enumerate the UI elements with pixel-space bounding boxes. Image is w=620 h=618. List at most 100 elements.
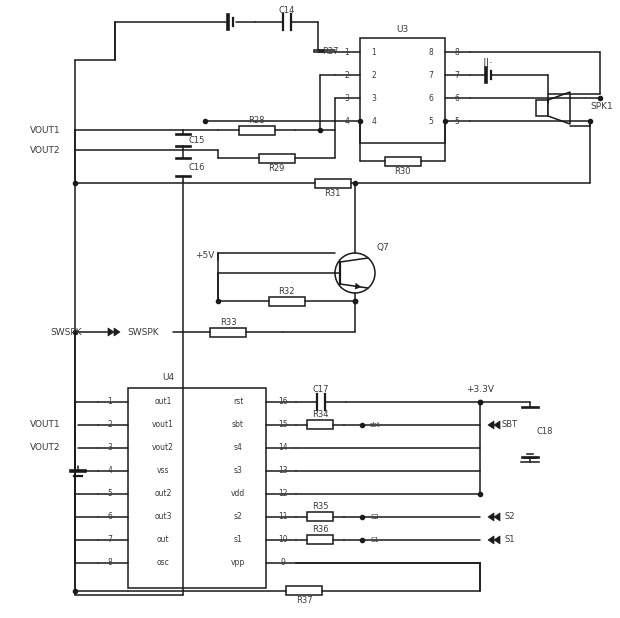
Text: 5: 5 xyxy=(428,117,433,125)
Text: SPK1: SPK1 xyxy=(590,101,613,111)
Polygon shape xyxy=(488,513,494,521)
Polygon shape xyxy=(494,421,500,429)
Text: 3: 3 xyxy=(371,93,376,103)
Bar xyxy=(307,535,333,544)
Text: 1: 1 xyxy=(371,48,376,56)
Text: 1: 1 xyxy=(108,397,112,407)
Text: 3: 3 xyxy=(107,444,112,452)
Text: R31: R31 xyxy=(324,188,341,198)
Polygon shape xyxy=(494,536,500,544)
Text: vdd: vdd xyxy=(231,489,245,499)
Text: S2: S2 xyxy=(370,514,379,520)
Bar xyxy=(536,100,548,116)
Bar xyxy=(259,153,294,163)
Text: +5V: +5V xyxy=(195,250,215,260)
Text: 7: 7 xyxy=(428,70,433,80)
Text: 8: 8 xyxy=(428,48,433,56)
Text: out2: out2 xyxy=(154,489,172,499)
Text: 3: 3 xyxy=(345,93,350,103)
Text: 2: 2 xyxy=(371,70,376,80)
Text: R37: R37 xyxy=(296,596,312,606)
Text: 6: 6 xyxy=(107,512,112,522)
Polygon shape xyxy=(108,328,114,336)
Text: 4: 4 xyxy=(345,117,350,125)
Text: VOUT2: VOUT2 xyxy=(30,145,61,154)
Text: sbt: sbt xyxy=(370,422,381,428)
Text: 4: 4 xyxy=(371,117,376,125)
Text: SWSPK: SWSPK xyxy=(127,328,159,336)
Text: s1: s1 xyxy=(234,535,242,544)
Bar xyxy=(307,512,333,522)
Bar xyxy=(268,297,304,305)
Text: osc: osc xyxy=(157,559,169,567)
Text: VOUT2: VOUT2 xyxy=(30,444,61,452)
Text: R29: R29 xyxy=(268,164,285,172)
Polygon shape xyxy=(548,92,570,124)
Text: SWSPK: SWSPK xyxy=(50,328,82,336)
Text: 11: 11 xyxy=(278,512,288,522)
Text: out: out xyxy=(157,535,169,544)
Text: 2: 2 xyxy=(108,420,112,430)
Text: vout1: vout1 xyxy=(152,420,174,430)
Text: 4: 4 xyxy=(107,467,112,475)
Polygon shape xyxy=(114,328,120,336)
Text: sbt: sbt xyxy=(232,420,244,430)
Text: R27: R27 xyxy=(322,46,339,56)
Bar xyxy=(360,38,445,143)
Text: U4: U4 xyxy=(162,373,174,383)
Text: 6: 6 xyxy=(454,93,459,103)
Text: vss: vss xyxy=(157,467,169,475)
Text: 8: 8 xyxy=(108,559,112,567)
Bar xyxy=(128,388,266,588)
Text: VOUT1: VOUT1 xyxy=(30,420,61,430)
Text: C16: C16 xyxy=(188,163,205,172)
Polygon shape xyxy=(355,283,361,289)
Text: vout2: vout2 xyxy=(152,444,174,452)
Text: s3: s3 xyxy=(234,467,242,475)
Text: R30: R30 xyxy=(394,166,411,176)
Bar xyxy=(239,125,275,135)
Text: rst: rst xyxy=(233,397,243,407)
Bar xyxy=(314,179,350,187)
Text: VOUT1: VOUT1 xyxy=(30,125,61,135)
Text: 9: 9 xyxy=(281,559,285,567)
Text: S2: S2 xyxy=(505,512,515,522)
Text: 10: 10 xyxy=(278,535,288,544)
Bar xyxy=(210,328,246,336)
Text: R33: R33 xyxy=(219,318,236,326)
Text: R35: R35 xyxy=(312,502,328,512)
Text: R32: R32 xyxy=(278,287,294,295)
Text: 15: 15 xyxy=(278,420,288,430)
Text: 16: 16 xyxy=(278,397,288,407)
Text: 13: 13 xyxy=(278,467,288,475)
Text: 8: 8 xyxy=(454,48,459,56)
Bar xyxy=(384,156,420,166)
Text: S1: S1 xyxy=(370,537,379,543)
Bar xyxy=(286,586,322,595)
Text: out3: out3 xyxy=(154,512,172,522)
Text: Q7: Q7 xyxy=(376,242,389,252)
Text: s4: s4 xyxy=(234,444,242,452)
Text: 12: 12 xyxy=(278,489,288,499)
Text: vpp: vpp xyxy=(231,559,245,567)
Text: R36: R36 xyxy=(312,525,329,535)
Text: 7: 7 xyxy=(454,70,459,80)
Text: 2: 2 xyxy=(345,70,350,80)
Text: s2: s2 xyxy=(234,512,242,522)
Text: 7: 7 xyxy=(107,535,112,544)
Text: 5: 5 xyxy=(454,117,459,125)
Text: 5: 5 xyxy=(107,489,112,499)
Text: 1: 1 xyxy=(345,48,350,56)
Text: 14: 14 xyxy=(278,444,288,452)
Circle shape xyxy=(335,253,375,293)
Polygon shape xyxy=(488,536,494,544)
Text: out1: out1 xyxy=(154,397,172,407)
Text: 6: 6 xyxy=(428,93,433,103)
Text: C15: C15 xyxy=(189,135,205,145)
Text: U3: U3 xyxy=(396,25,409,33)
Text: C18: C18 xyxy=(537,428,553,436)
Text: R34: R34 xyxy=(312,410,328,420)
Bar xyxy=(307,420,333,430)
Text: S1: S1 xyxy=(505,535,515,544)
Text: ||·: ||· xyxy=(483,57,494,68)
